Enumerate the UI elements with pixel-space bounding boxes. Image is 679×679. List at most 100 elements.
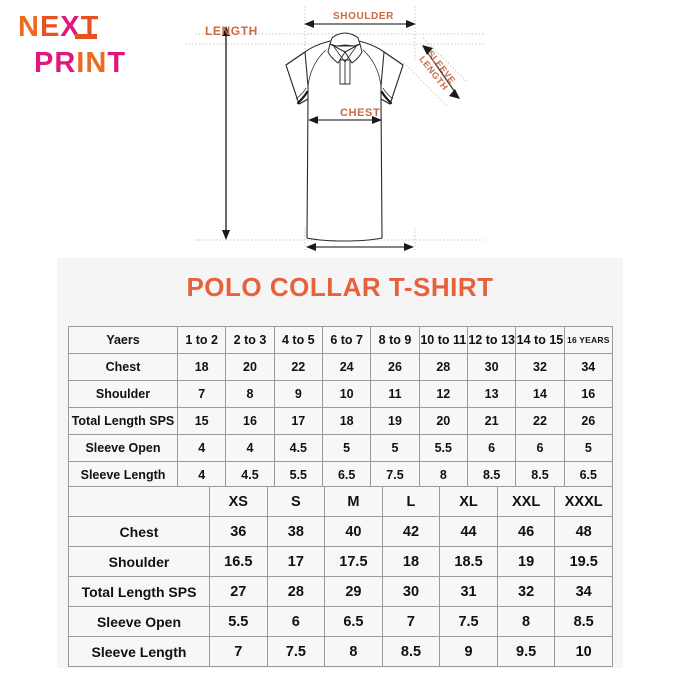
data-cell: 6 (266, 606, 326, 637)
data-cell: 42 (381, 516, 441, 547)
data-cell: 18 (381, 546, 441, 577)
table-row: Sleeve Open 4 4 4.5 5 5 5.5 6 6 5 (68, 434, 614, 462)
data-cell: 8 (324, 636, 383, 667)
row-label: Chest (68, 353, 178, 381)
data-cell: 5 (370, 434, 420, 462)
logo-arrow-bar-icon (75, 34, 97, 39)
kids-header-cell: 6 to 7 (321, 326, 372, 354)
data-cell: 30 (381, 576, 441, 607)
kids-header-cell: 14 to 15 (515, 326, 565, 354)
table-row: Shoulder 16.5 17 17.5 18 18.5 19 19.5 (68, 546, 613, 577)
data-cell: 20 (225, 353, 275, 381)
data-cell: 4 (225, 434, 275, 462)
table-row: Chest 36 38 40 42 44 46 48 (68, 516, 613, 547)
row-label: Chest (68, 516, 210, 547)
kids-header-cell: 10 to 11 (418, 326, 468, 354)
adult-header-cell: M (324, 486, 383, 517)
data-cell: 29 (324, 576, 383, 607)
data-cell: 12 (418, 380, 468, 408)
data-cell: 9 (273, 380, 323, 408)
data-cell: 38 (266, 516, 326, 547)
data-cell: 5.5 (273, 461, 323, 489)
row-label: Sleeve Length (68, 461, 178, 489)
tshirt-measurement-diagram: LENGTH SHOULDER CHEST SLEEVE LENGTH (185, 0, 495, 258)
data-cell: 17 (266, 546, 326, 577)
data-cell: 26 (563, 407, 614, 435)
logo-letter-n2: N (85, 47, 108, 79)
adult-header-cell: S (266, 486, 326, 517)
logo-letter-p: P (34, 47, 55, 79)
row-label: Total Length SPS (68, 407, 178, 435)
data-cell: 24 (321, 353, 372, 381)
row-label: Total Length SPS (68, 576, 210, 607)
data-cell: 4 (176, 434, 227, 462)
data-cell: 44 (439, 516, 498, 547)
logo-letter-i: I (76, 47, 86, 79)
kids-header-cell: 16 YEARS (563, 326, 614, 354)
adult-header-cell: L (381, 486, 441, 517)
tshirt-illustration-svg (185, 6, 485, 252)
data-cell: 6.5 (321, 461, 372, 489)
data-cell: 22 (515, 407, 565, 435)
data-cell: 36 (209, 516, 268, 547)
data-cell: 26 (370, 353, 420, 381)
chest-label: CHEST (340, 107, 381, 119)
table-header-row: XS S M L XL XXL XXXL (68, 486, 613, 517)
data-cell: 8.5 (515, 461, 565, 489)
data-cell: 8 (418, 461, 468, 489)
data-cell: 8.5 (554, 606, 613, 637)
kids-header-cell: 4 to 5 (273, 326, 323, 354)
data-cell: 21 (466, 407, 517, 435)
data-cell: 5 (321, 434, 372, 462)
logo-text-print: PRINT (34, 46, 188, 80)
kids-header-cell: Yaers (68, 326, 178, 354)
kids-header-cell: 1 to 2 (176, 326, 227, 354)
row-label: Shoulder (68, 380, 178, 408)
data-cell: 7 (209, 636, 268, 667)
adult-header-cell: XS (209, 486, 268, 517)
data-cell: 40 (324, 516, 383, 547)
data-cell: 16 (563, 380, 614, 408)
data-cell: 34 (563, 353, 614, 381)
adult-size-table: XS S M L XL XXL XXXL Chest 36 38 40 42 4… (68, 486, 613, 667)
adult-size-table-body: XS S M L XL XXL XXXL Chest 36 38 40 42 4… (68, 486, 613, 667)
row-label: Sleeve Length (68, 636, 210, 667)
table-row: Sleeve Length 4 4.5 5.5 6.5 7.5 8 8.5 8.… (68, 461, 614, 489)
data-cell: 7 (381, 606, 441, 637)
data-cell: 28 (418, 353, 468, 381)
table-row: Sleeve Length 7 7.5 8 8.5 9 9.5 10 (68, 636, 613, 667)
row-label: Sleeve Open (68, 434, 178, 462)
table-row: Shoulder 7 8 9 10 11 12 13 14 16 (68, 380, 614, 408)
logo-letter-r: R (54, 47, 77, 79)
data-cell: 10 (321, 380, 372, 408)
data-cell: 48 (554, 516, 613, 547)
kids-header-cell: 8 to 9 (370, 326, 420, 354)
logo-letter-n: N (18, 11, 40, 43)
table-row: Chest 18 20 22 24 26 28 30 32 34 (68, 353, 614, 381)
data-cell: 7 (176, 380, 227, 408)
adult-header-cell: XXL (496, 486, 556, 517)
data-cell: 14 (515, 380, 565, 408)
data-cell: 34 (554, 576, 613, 607)
page-title: POLO COLLAR T-SHIRT (186, 272, 494, 302)
shoulder-label: SHOULDER (333, 11, 394, 22)
length-label: LENGTH (205, 24, 258, 38)
data-cell: 5.5 (418, 434, 468, 462)
kids-header-cell: 12 to 13 (466, 326, 517, 354)
data-cell: 18 (176, 353, 227, 381)
data-cell: 6.5 (324, 606, 383, 637)
kids-header-cell: 2 to 3 (225, 326, 275, 354)
data-cell: 31 (439, 576, 498, 607)
data-cell: 5 (563, 434, 614, 462)
kids-size-table: Yaers 1 to 2 2 to 3 4 to 5 6 to 7 8 to 9… (68, 326, 614, 489)
data-cell: 22 (273, 353, 323, 381)
logo-letter-x: X (60, 11, 81, 43)
data-cell: 6 (515, 434, 565, 462)
data-cell: 18 (321, 407, 372, 435)
data-cell: 46 (496, 516, 556, 547)
kids-size-table-body: Yaers 1 to 2 2 to 3 4 to 5 6 to 7 8 to 9… (68, 326, 614, 489)
data-cell: 8 (496, 606, 556, 637)
data-cell: 7.5 (439, 606, 498, 637)
adult-header-cell: XXXL (554, 486, 613, 517)
data-cell: 8 (225, 380, 275, 408)
